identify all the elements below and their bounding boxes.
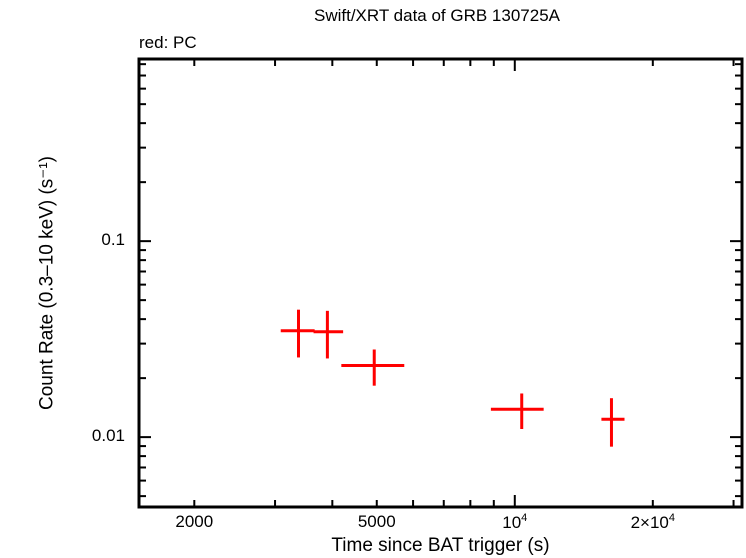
x-axis-label: Time since BAT trigger (s)	[331, 535, 550, 556]
data-point	[490, 393, 544, 430]
data-point	[341, 349, 405, 386]
x-tick-label: 104	[502, 512, 528, 532]
y-tick-label: 0.1	[101, 230, 125, 250]
y-tick-label: 0.01	[91, 426, 125, 446]
x-tick-label: 2×104	[630, 512, 676, 532]
x-tick-label: 2000	[175, 512, 214, 531]
data-point	[601, 398, 625, 447]
x-tick-label: 5000	[357, 512, 396, 531]
data-points	[280, 309, 625, 447]
plot-frame	[137, 57, 744, 509]
chart-title: Swift/XRT data of GRB 130725A	[313, 6, 560, 25]
axis-ticks	[139, 59, 742, 507]
chart-subtitle: red: PC	[139, 33, 197, 52]
data-point	[313, 310, 344, 359]
data-point	[280, 309, 315, 358]
y-axis-label: Count Rate (0.3–10 keV) (s⁻¹)	[36, 156, 58, 410]
